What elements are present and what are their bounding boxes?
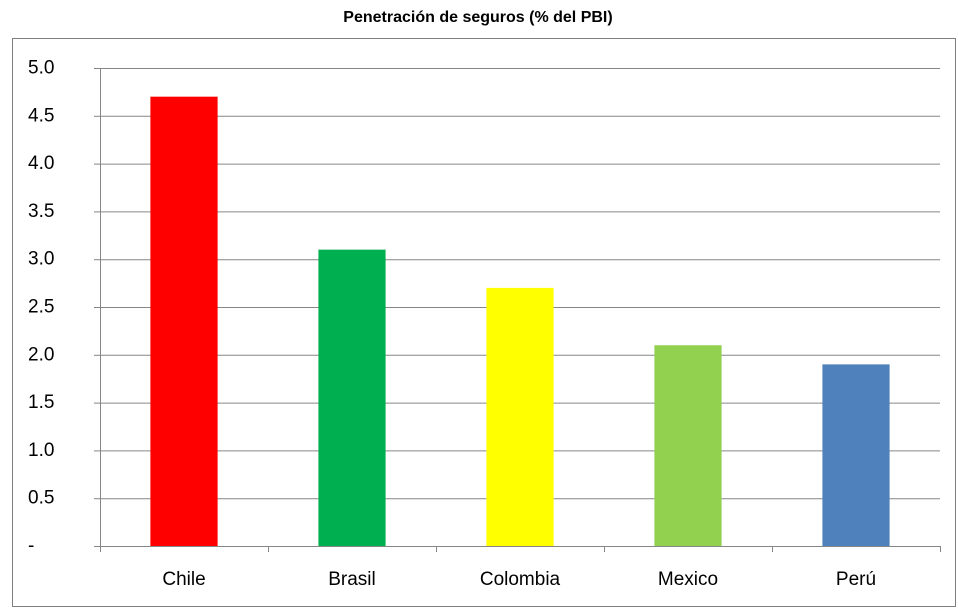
y-tick-label: 4.5 <box>28 105 54 126</box>
chart-title: Penetración de seguros (% del PBI) <box>343 9 612 26</box>
x-tick-label: Brasil <box>328 569 376 590</box>
y-tick-label: 1.5 <box>28 392 54 413</box>
y-tick-label: 3.5 <box>28 201 54 222</box>
y-tick-label: 2.0 <box>28 344 54 365</box>
x-tick-label: Perú <box>836 569 876 590</box>
y-tick-label: 0.5 <box>28 488 54 509</box>
y-tick-label: 2.5 <box>28 297 54 318</box>
bar <box>318 249 386 546</box>
bar <box>486 287 554 546</box>
x-tick-label: Mexico <box>658 569 718 590</box>
y-tick-label: 3.0 <box>28 249 54 270</box>
y-tick-label: 5.0 <box>28 58 54 79</box>
x-tick-label: Colombia <box>480 569 561 590</box>
bar <box>150 96 218 547</box>
bar <box>654 345 722 546</box>
x-tick-label: Chile <box>162 569 205 590</box>
y-tick-label: 4.0 <box>28 153 54 174</box>
y-tick-label: - <box>28 536 34 557</box>
bar <box>822 364 890 546</box>
y-tick-label: 1.0 <box>28 440 54 461</box>
